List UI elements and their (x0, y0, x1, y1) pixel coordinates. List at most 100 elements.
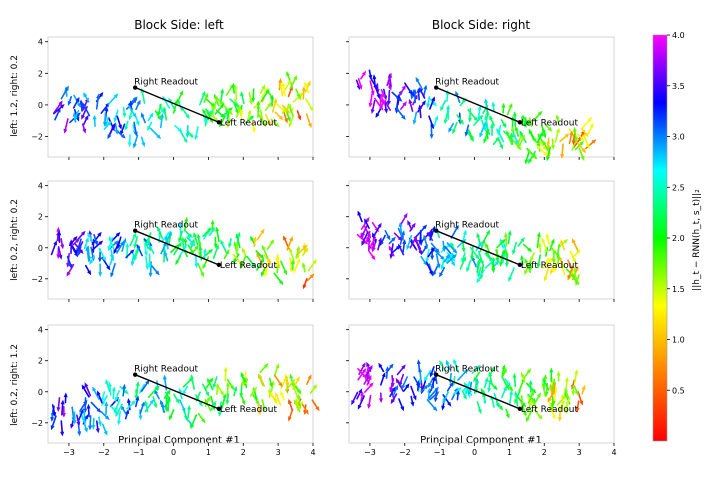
y-tick-label: 4 (38, 182, 43, 191)
quiver-arrowhead (107, 120, 112, 126)
quiver-arrowhead (528, 266, 533, 271)
quiver-arrowhead (556, 127, 560, 133)
quiver-arrowhead (97, 231, 102, 237)
quiver-arrowhead (574, 265, 579, 271)
quiver-arrowhead (520, 254, 525, 260)
x-tick-label: −2 (399, 448, 411, 457)
quiver-arrowhead (280, 390, 285, 396)
quiver-arrowhead (213, 93, 218, 99)
quiver-arrowhead (576, 249, 581, 255)
quiver-arrowhead (514, 390, 518, 396)
quiver-arrowhead (118, 124, 122, 130)
quiver-arrowhead (376, 94, 381, 100)
quiver-arrowhead (185, 133, 190, 139)
quiver-arrowhead (124, 389, 129, 395)
quiver-arrowhead (302, 284, 307, 290)
quiver-arrowhead (225, 249, 230, 255)
quiver-arrowhead (162, 247, 167, 252)
quiver-arrowhead (56, 226, 61, 232)
quiver-arrowhead (107, 245, 112, 251)
quiver-arrowhead (486, 229, 491, 235)
quiver-arrowhead (240, 264, 244, 270)
quiver-arrowhead (391, 236, 396, 242)
quiver-arrowhead (135, 121, 140, 127)
quiver-arrowhead (525, 120, 531, 126)
quiver-arrowhead (413, 88, 417, 94)
quiver-arrowhead (129, 100, 133, 106)
quiver-arrowhead (431, 376, 436, 381)
quiver-arrowhead (591, 139, 597, 144)
quiver-arrowhead (204, 92, 209, 98)
quiver-arrowhead (430, 383, 435, 389)
quiver-arrowhead (574, 369, 579, 375)
quiver-arrowhead (521, 134, 525, 140)
quiver-arrowhead (536, 392, 541, 398)
quiver-arrowhead (261, 244, 266, 250)
quiver-arrowhead (416, 87, 421, 93)
quiver-arrowhead (84, 414, 89, 420)
quiver-arrowhead (536, 231, 541, 237)
quiver-arrowhead (262, 406, 266, 412)
quiver-arrowhead (147, 242, 153, 247)
colorbar-tick-label: 1.5 (672, 285, 685, 294)
quiver-arrowhead (412, 395, 417, 401)
quiver-arrowhead (547, 126, 553, 132)
quiver-arrowhead (166, 396, 171, 402)
x-tick-label: 2 (241, 448, 246, 457)
quiver-arrowhead (114, 407, 119, 413)
quiver-arrowhead (360, 391, 364, 397)
quiver-arrowhead (136, 243, 141, 249)
quiver-arrowhead (230, 385, 235, 391)
quiver-arrowhead (434, 115, 439, 121)
quiver-arrowhead (207, 377, 211, 383)
left-readout-point (216, 406, 222, 412)
quiver-arrowhead (490, 123, 495, 128)
quiver-arrowhead (469, 136, 474, 142)
quiver-arrowhead (502, 123, 507, 129)
quiver-arrowhead (416, 359, 421, 365)
quiver-arrowhead (91, 424, 96, 430)
quiver-arrowhead (251, 97, 256, 103)
quiver-arrowhead (80, 408, 84, 414)
quiver-arrowhead (82, 420, 87, 426)
panel-4: Right Readout Left Readout (346, 180, 615, 302)
quiver-arrowhead (539, 131, 544, 137)
x-tick-label: 3 (577, 448, 582, 457)
quiver-arrowhead (367, 237, 372, 243)
quiver-arrowhead (463, 369, 469, 374)
quiver-arrowhead (59, 104, 65, 109)
panel-frame (47, 324, 314, 444)
quiver-arrowhead (550, 238, 555, 244)
quiver-arrowhead (117, 420, 121, 426)
left-readout-label: Left Readout (521, 405, 579, 415)
quiver-arrowhead (97, 257, 102, 263)
quiver-arrowhead (575, 407, 580, 413)
right-readout-label: Right Readout (134, 221, 198, 231)
quiver-arrowhead (285, 108, 290, 114)
quiver-arrowhead (491, 101, 496, 107)
quiver-arrowhead (440, 264, 445, 270)
quiver-arrowhead (564, 387, 569, 393)
quiver-arrowhead (496, 127, 501, 133)
quiver-arrowhead (96, 408, 102, 413)
quiver-arrowhead (89, 259, 94, 265)
quiver-arrowhead (378, 237, 382, 243)
quiver-arrowhead (177, 127, 183, 133)
quiver-arrowhead (258, 373, 263, 379)
quiver-arrowhead (522, 411, 527, 417)
readout-line (134, 374, 220, 410)
quiver-arrowhead (426, 103, 431, 109)
quiver-arrowhead (514, 139, 519, 145)
quiver-arrowhead (490, 366, 495, 372)
quiver-arrowhead (250, 235, 255, 241)
quiver-arrowhead (423, 84, 428, 90)
quiver-arrowhead (281, 81, 286, 87)
quiver-arrowhead (504, 249, 509, 255)
quiver-arrowhead (580, 155, 585, 161)
quiver-arrowhead (364, 218, 369, 224)
quiver-arrowhead (309, 106, 314, 112)
quiver-arrowhead (445, 253, 450, 259)
quiver-arrowhead (202, 108, 207, 114)
quiver-arrowhead (102, 256, 107, 262)
quiver-arrowhead (519, 130, 524, 136)
